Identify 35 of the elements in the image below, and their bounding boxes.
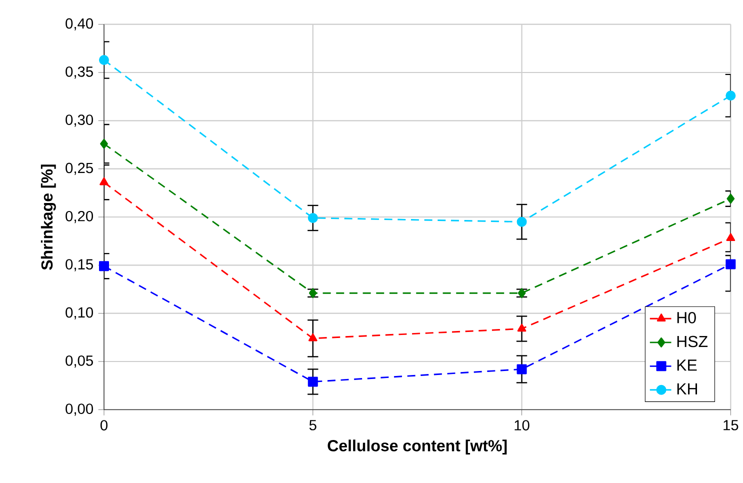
x-tick-label: 5	[309, 420, 316, 430]
point	[517, 324, 526, 332]
point	[100, 177, 108, 186]
x-tick-label: 15	[724, 420, 738, 430]
point	[516, 364, 527, 374]
x-axis-title: Cellulose content [wt%]	[328, 440, 507, 455]
y-tick-label: 0,10	[66, 307, 94, 320]
point	[726, 233, 736, 242]
point	[726, 259, 736, 270]
x-tick-label: 0	[100, 420, 108, 430]
point	[516, 216, 527, 227]
x-tick-label: 10	[514, 420, 530, 430]
y-tick-label: 0,30	[66, 114, 94, 127]
legend-label: HSZ	[677, 336, 708, 348]
point	[100, 138, 108, 149]
point	[99, 261, 110, 272]
legend-label: KH	[677, 383, 697, 394]
y-tick-label: 0,25	[66, 162, 93, 175]
y-tick-label: 0,20	[66, 210, 94, 224]
point	[308, 288, 317, 298]
point	[308, 212, 318, 223]
point	[518, 288, 526, 298]
y-tick-label: 0,00	[66, 404, 94, 416]
point	[308, 333, 318, 342]
legend-label: H0	[677, 312, 696, 324]
point	[726, 194, 735, 204]
point	[726, 90, 736, 101]
y-tick-label: 0,40	[66, 18, 94, 30]
y-tick-label: 0,15	[66, 259, 93, 272]
y-axis-title: Shrinkage [%]	[40, 164, 56, 270]
legend-label: KE	[677, 360, 697, 371]
y-tick-label: 0,05	[66, 355, 93, 368]
point	[99, 54, 110, 65]
y-tick-label: 0,35	[66, 66, 93, 79]
point	[308, 376, 318, 387]
